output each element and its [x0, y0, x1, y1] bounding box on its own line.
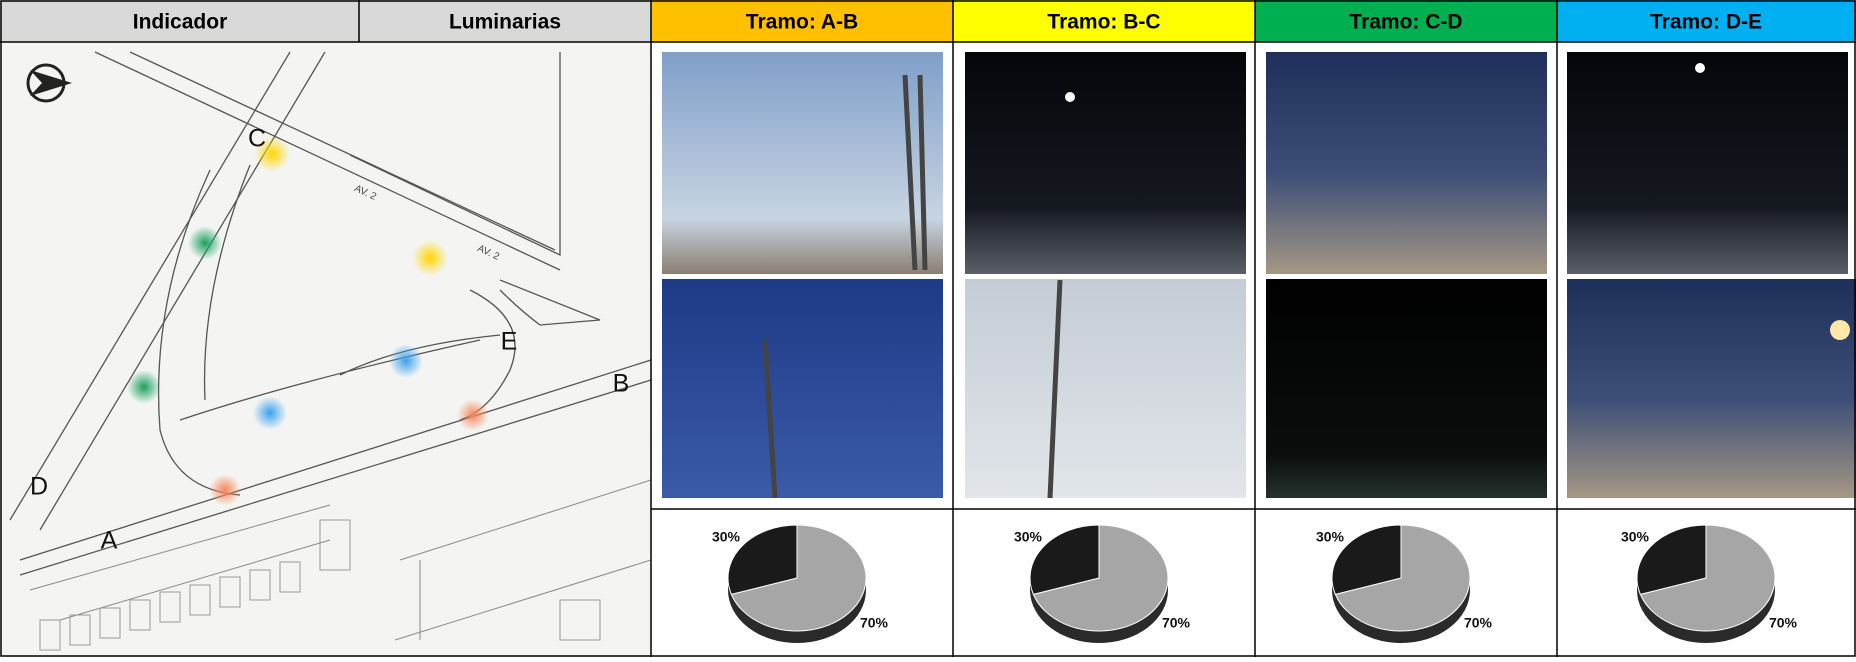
lamp-glow — [1695, 63, 1705, 73]
photo — [1567, 279, 1856, 498]
lamp-glow — [1830, 320, 1850, 340]
map-point: A — [101, 527, 118, 555]
photo — [1266, 279, 1547, 498]
photo — [662, 279, 943, 498]
pie-slice — [727, 524, 798, 595]
pie-slice — [1032, 524, 1169, 632]
pie-label: 30% — [712, 529, 741, 545]
luminaria-dot — [127, 370, 161, 404]
luminaria-dot — [188, 226, 222, 260]
pie-label: 70% — [1464, 615, 1493, 631]
compass — [26, 63, 72, 103]
map-point: E — [501, 328, 518, 356]
header-cell: Tramo: B-C — [1047, 11, 1160, 34]
pole — [762, 74, 1063, 499]
pie-slice — [1029, 524, 1100, 595]
pie-slice — [1331, 524, 1402, 595]
road — [157, 164, 601, 496]
photo — [965, 52, 1246, 274]
photo — [965, 279, 1246, 498]
pie-label: 70% — [1162, 615, 1191, 631]
pie-label: 70% — [1769, 615, 1798, 631]
blocks — [29, 479, 652, 641]
blocks — [39, 519, 601, 651]
header-cell: Indicador — [133, 11, 228, 34]
map-bg — [0, 42, 651, 657]
header-cell: Tramo: A-B — [746, 11, 858, 34]
photo — [1567, 52, 1848, 274]
header-cell-bg — [953, 0, 1255, 42]
header-cell-bg — [359, 0, 651, 42]
header-cell-bg — [651, 0, 953, 42]
pie-label: 30% — [1316, 529, 1345, 545]
luminaria-dot — [254, 136, 290, 172]
header: Indicador Luminarias Tramo: A-B Tramo: B… — [0, 0, 1856, 42]
photo — [662, 52, 943, 274]
map: C E B D A AV. 2 AV. 2 — [0, 42, 652, 657]
luminaria-dot — [389, 344, 423, 378]
luminaria-dot — [253, 396, 287, 430]
header-cell: Luminarias — [449, 11, 561, 34]
header-cell: Tramo: C-D — [1349, 11, 1462, 34]
lamp-glow — [1065, 92, 1075, 102]
map-point: B — [613, 370, 630, 398]
header-cell-bg — [1255, 0, 1557, 42]
header-cell: Tramo: D-E — [1650, 11, 1762, 34]
photo — [1266, 52, 1547, 274]
pie-slice — [730, 524, 867, 632]
pie-slice — [1636, 524, 1707, 595]
pie-label: 70% — [860, 615, 889, 631]
pie-slice — [1334, 524, 1471, 632]
luminaria-dot — [457, 399, 489, 431]
pie-label: 30% — [1621, 529, 1650, 545]
map-point: C — [248, 125, 266, 153]
pie-slice — [1639, 524, 1776, 632]
header-cell-bg — [0, 0, 359, 42]
pie-label: 30% — [1014, 529, 1043, 545]
photos — [662, 52, 1856, 499]
luminaria-dot — [209, 474, 241, 506]
road — [9, 51, 652, 576]
map-point: D — [30, 473, 48, 501]
luminaria-dot — [412, 240, 448, 276]
header-cell-bg — [1557, 0, 1856, 42]
